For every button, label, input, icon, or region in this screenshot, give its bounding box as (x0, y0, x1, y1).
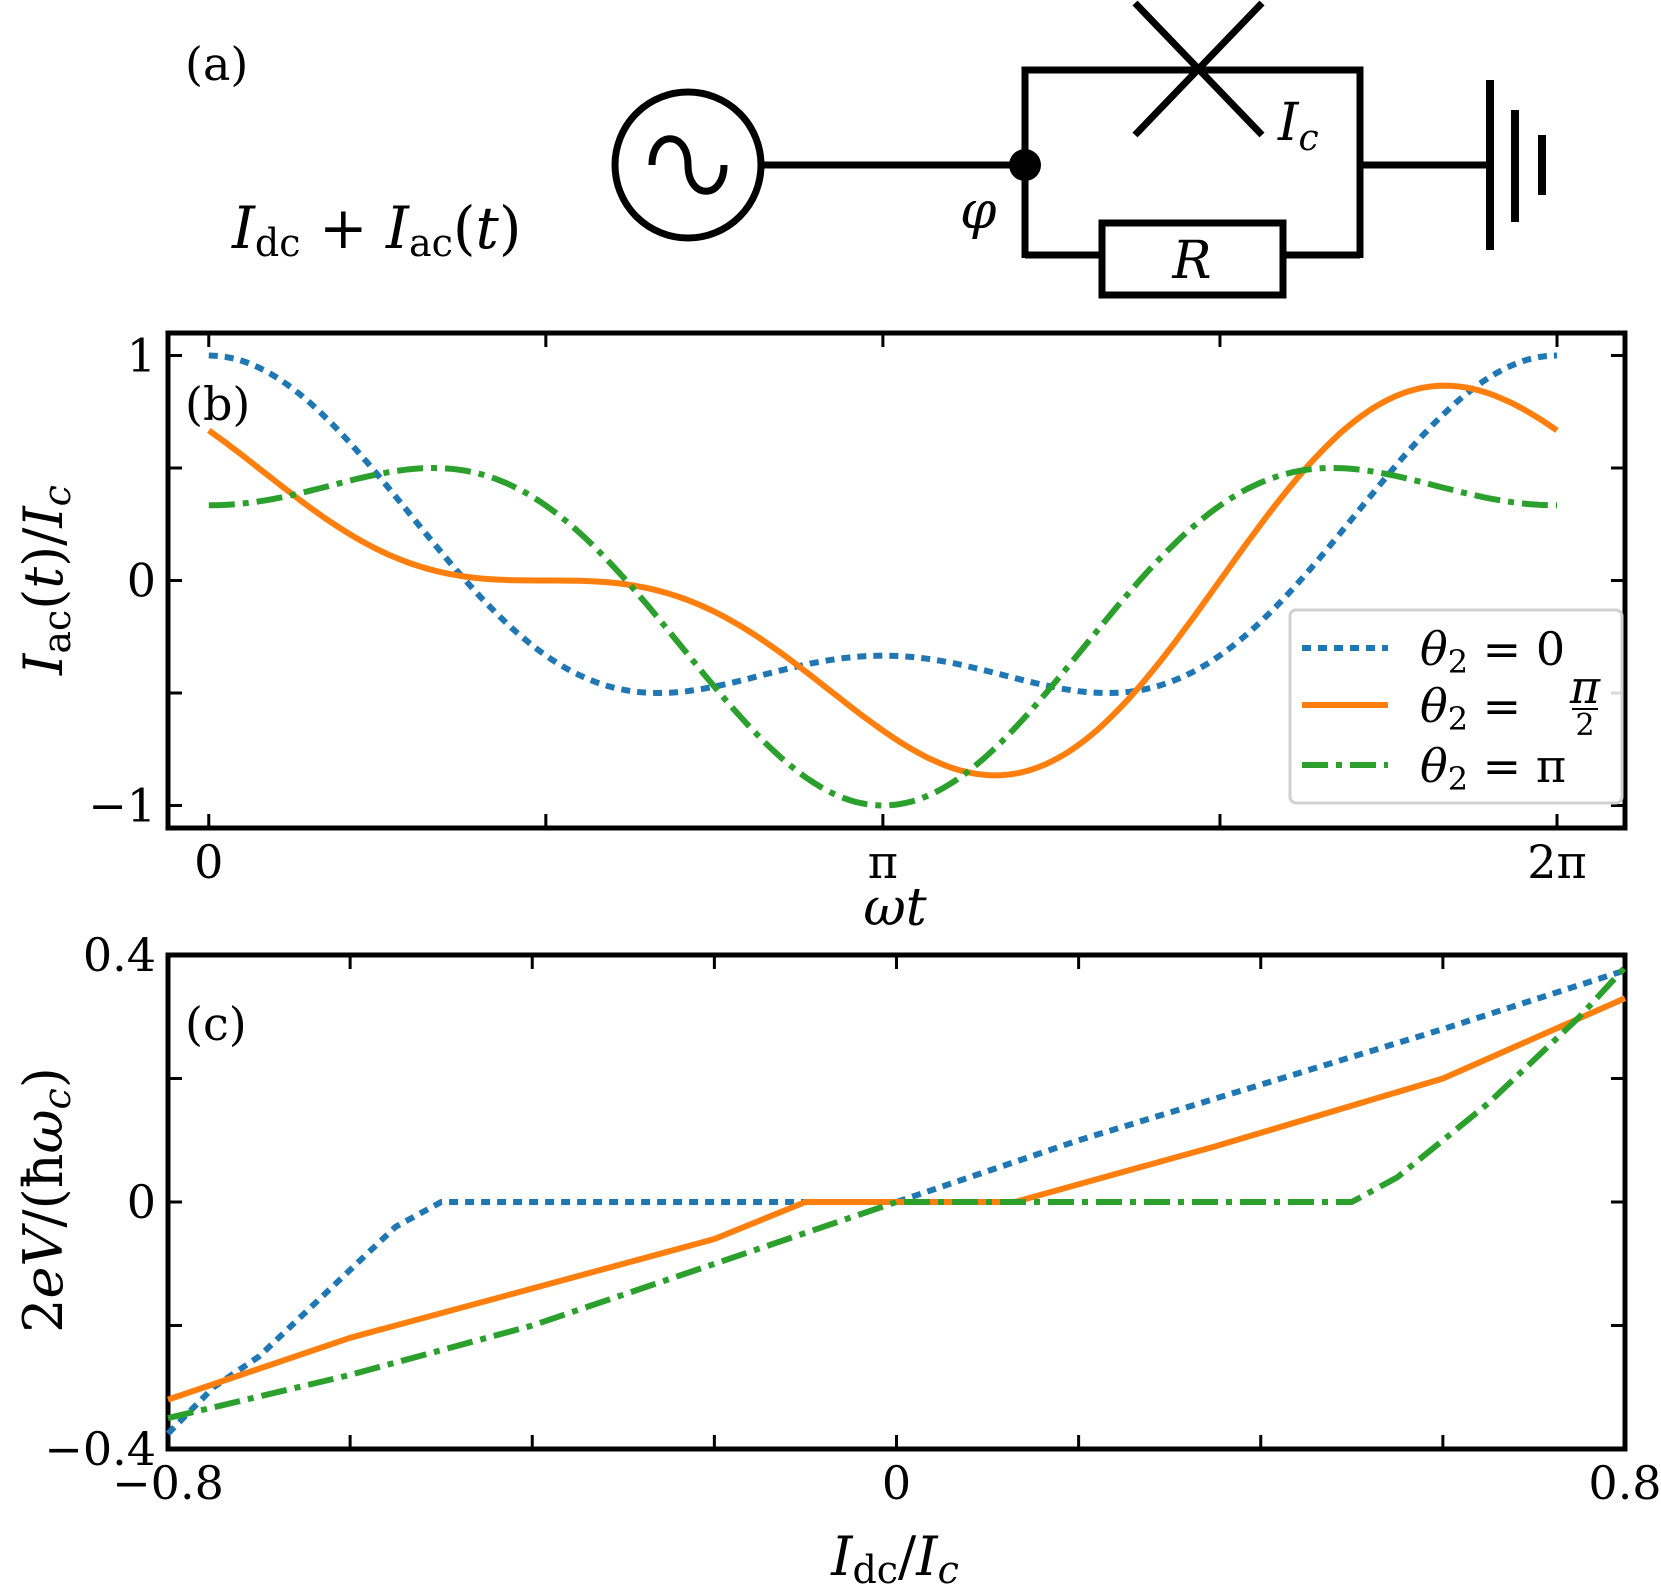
series-line-theta-pi (167, 965, 1628, 1422)
legend: θ2 = 0 θ2 = π 2 θ2 = π (1288, 608, 1624, 805)
series-line-theta0 (165, 967, 1626, 1436)
x-tick-label: 0 (194, 835, 223, 889)
panel-label-c: (c) (185, 997, 247, 1051)
x-tick-label: 0.8 (1588, 1456, 1661, 1510)
y-tick-label: −0.4 (44, 1422, 156, 1476)
resistor-icon (1098, 219, 1287, 299)
source-label: Idc + Iac(t) (231, 194, 521, 265)
chart-c: −0.8 0 0.8 −0.4 0 0.4 (c) 2eV/(ħωc) Idc/Ic (12, 928, 1661, 1592)
series-line-theta-pi (208, 465, 1557, 809)
legend-label-theta-pi: θ2 = π (1420, 739, 1566, 798)
phase-label: φ (960, 181, 997, 241)
svg-text:2eV/(ħωc): 2eV/(ħωc) (12, 1067, 79, 1333)
ylabel-c: 2eV/(ħωc) (12, 1067, 79, 1333)
x-tick-label: 2π (1527, 835, 1587, 889)
y-tick-label: 1 (127, 329, 156, 383)
x-tick-label: −0.8 (112, 1456, 224, 1510)
chart-b: 0 π 2π−101 (b) Iac(t)/Ic ωt θ2 = 0 θ2 = π … (12, 329, 1628, 938)
legend-box (1288, 608, 1624, 805)
svg-text:Iac(t)/Ic: Iac(t)/Ic (12, 485, 79, 676)
circuit-panel: (a) Idc + Iac(t) φ R Ic (185, 0, 1546, 299)
y-tick-label: 0 (127, 554, 156, 608)
xlabel-b: ωt (863, 878, 926, 938)
svg-text:2: 2 (1575, 708, 1594, 743)
y-tick-label: 0 (127, 1175, 156, 1229)
legend-label-theta0: θ2 = 0 (1420, 622, 1565, 681)
svg-text:π: π (1569, 660, 1601, 714)
series-c (165, 965, 1628, 1436)
series-line-theta0 (208, 352, 1558, 696)
ylabel-b: Iac(t)/Ic (12, 485, 79, 676)
xlabel-c: Idc/Ic (830, 1525, 959, 1592)
y-tick-label: 0.4 (83, 928, 156, 982)
critical-current-label: Ic (1277, 93, 1319, 159)
y-tick-label: −1 (88, 779, 156, 833)
sine-wave-icon (648, 135, 728, 195)
series-line-theta-half-pi (207, 382, 1559, 779)
series-line-theta-half-pi (167, 995, 1627, 1403)
x-tick-label: 0 (882, 1456, 911, 1510)
ticks-b: 0 π 2π−101 (88, 329, 1625, 889)
legend-label-theta-half-pi: θ2 = (1420, 679, 1521, 738)
x-tick-label: π (868, 835, 898, 889)
panel-label-a: (a) (185, 37, 248, 91)
resistor-label: R (1171, 231, 1211, 291)
ticks-c: −0.8 0 0.8 −0.4 0 0.4 (44, 928, 1661, 1510)
series-b (207, 352, 1559, 809)
panel-label-b: (b) (185, 377, 250, 431)
